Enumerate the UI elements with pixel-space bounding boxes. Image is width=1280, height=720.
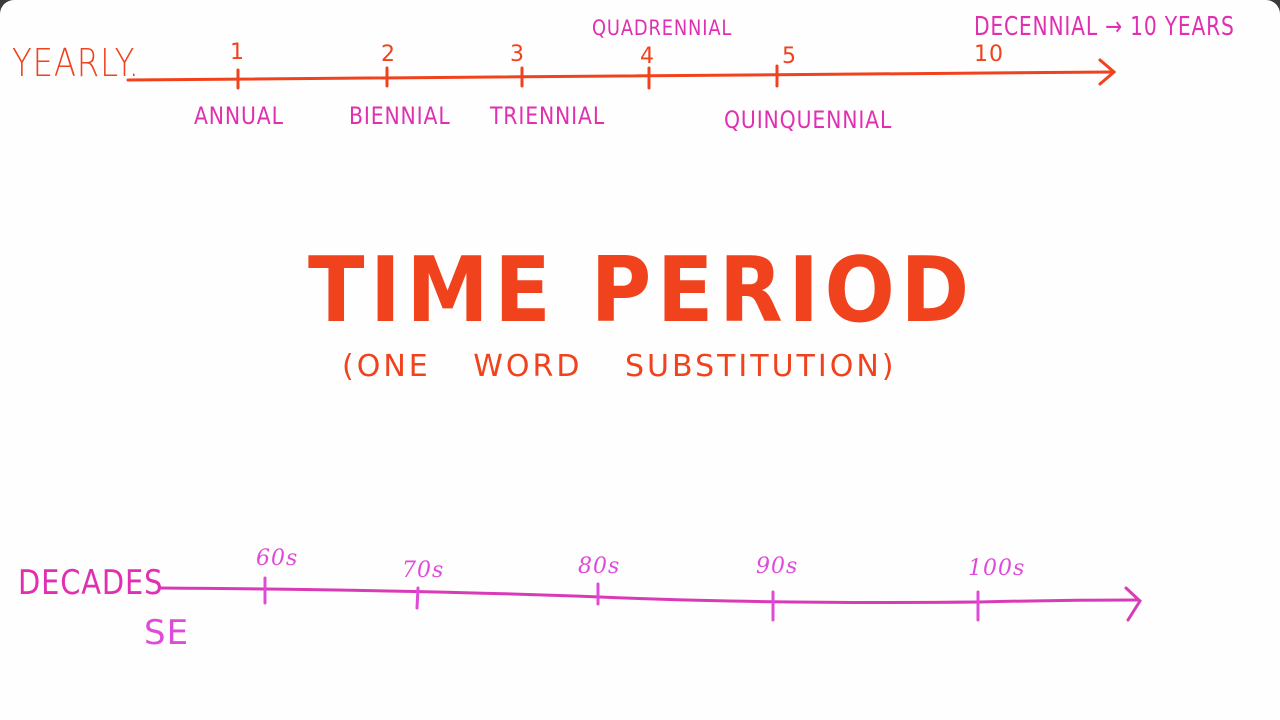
term-annual: ANNUAL xyxy=(194,102,284,130)
decade-tick-90s: 90s xyxy=(756,554,799,579)
decade-tick-70s: 70s xyxy=(402,558,445,583)
yearly-tick-5: 5 xyxy=(782,44,797,69)
decade-tick-100s: 100s xyxy=(968,556,1026,581)
yearly-tick-4: 4 xyxy=(640,44,655,69)
decade-tick-80s: 80s xyxy=(578,554,621,579)
page-subtitle: (ONE WORD SUBSTITUTION) xyxy=(342,349,897,384)
yearly-axis xyxy=(126,58,1117,90)
term-biennial: BIENNIAL xyxy=(349,102,451,130)
term-quadrennial: QUADRENNIAL xyxy=(592,16,733,40)
yearly-tick-1: 1 xyxy=(230,40,245,65)
yearly-tick-10: 10 xyxy=(974,42,1004,67)
term-quinquennial: QUINQUENNIAL xyxy=(724,106,893,134)
decades-axis xyxy=(158,576,1142,622)
yearly-tick-2: 2 xyxy=(381,42,396,67)
page-title: TIME PERIOD xyxy=(308,238,975,343)
term-decennial: DECENNIAL → 10 YEARS xyxy=(974,12,1235,42)
yearly-tick-3: 3 xyxy=(510,42,525,67)
term-triennial: TRIENNIAL xyxy=(490,102,606,130)
decades-label: DECADES xyxy=(18,563,164,603)
decades-sublabel: SE xyxy=(144,613,190,653)
decade-tick-60s: 60s xyxy=(256,546,299,571)
yearly-label: YEARLY. xyxy=(12,41,140,85)
